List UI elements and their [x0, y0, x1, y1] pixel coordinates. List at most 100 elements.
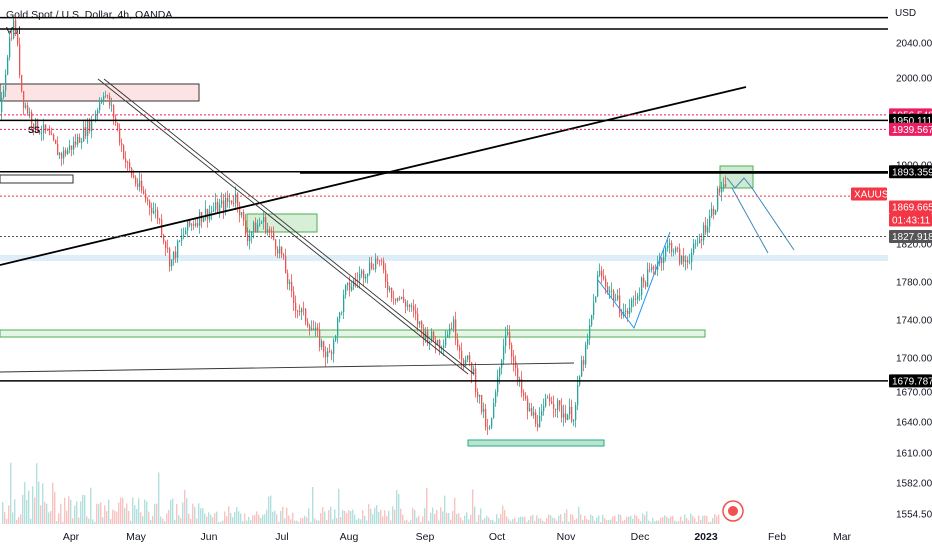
volume-bar	[556, 520, 558, 524]
volume-bar	[674, 520, 676, 524]
candle-body	[493, 402, 495, 418]
x-tick-label: Jul	[275, 531, 288, 543]
candle-body	[585, 344, 587, 365]
candle-body	[21, 74, 23, 92]
volume-bar	[228, 506, 230, 524]
volume-bar	[602, 514, 604, 524]
x-tick-label: Sep	[416, 531, 435, 543]
candle-body	[389, 287, 391, 290]
candle-body	[253, 222, 255, 232]
candle-body	[271, 231, 273, 232]
price-tag-label: XAUUSD	[854, 190, 896, 201]
volume-bar	[278, 521, 280, 524]
candle-body	[9, 37, 11, 58]
candle-body	[181, 235, 183, 241]
zone-rect	[0, 329, 706, 338]
volume-bar	[60, 503, 62, 524]
volume-bar	[202, 508, 204, 524]
candle-body	[373, 268, 375, 270]
volume-bar	[710, 521, 712, 524]
volume-bar	[158, 472, 160, 524]
volume-bar	[570, 514, 572, 524]
volume-bar	[328, 510, 330, 524]
candle-body	[663, 256, 665, 264]
candle-body	[337, 318, 339, 336]
volume-bar	[490, 520, 492, 524]
candle-body	[593, 302, 595, 316]
candle-body	[33, 123, 35, 129]
price-tag-bg	[889, 374, 932, 388]
volume-bar	[518, 517, 520, 524]
volume-bar	[586, 519, 588, 524]
volume-bar	[624, 519, 626, 524]
candle-body	[533, 412, 535, 416]
volume-bar	[90, 487, 92, 524]
time-axis[interactable]: Apr May Jun Jul Aug Sep Oct Nov Dec 2023 Feb Mar	[63, 531, 852, 543]
candle-body	[299, 310, 301, 313]
candle-body	[713, 208, 715, 215]
price-tag-bg	[851, 187, 887, 201]
candle-body	[685, 260, 687, 262]
volume-bar	[66, 510, 68, 524]
volume-bar	[46, 503, 48, 524]
candle-body	[349, 282, 351, 291]
volume-bar	[516, 521, 518, 524]
volume-bar	[596, 517, 598, 524]
volume-bar	[470, 514, 472, 524]
channel-line	[97, 78, 469, 375]
candle-body	[575, 405, 577, 421]
volume-bar	[600, 521, 602, 524]
candle-body	[73, 141, 75, 150]
volume-bar	[282, 506, 284, 524]
volume-bar	[306, 517, 308, 524]
volume-bar	[332, 519, 334, 524]
volume-bar	[266, 509, 268, 524]
candle-body	[369, 262, 371, 274]
candle-body	[295, 302, 297, 311]
candle-body	[287, 273, 289, 284]
volume-bar	[628, 516, 630, 524]
volume-bar	[418, 515, 420, 524]
volume-bar	[312, 487, 314, 524]
volume-bar	[70, 499, 72, 524]
projection-path	[597, 231, 671, 330]
price-axis[interactable]: 2040.0002000.0001940.0001900.0001860.000…	[896, 39, 932, 521]
volume-bar	[558, 515, 560, 524]
candle-body	[513, 356, 515, 362]
x-tick-label: Oct	[489, 531, 505, 543]
volume-bar	[242, 521, 244, 524]
volume-bar	[632, 518, 634, 524]
candle-body	[543, 406, 545, 412]
volume-bar	[182, 502, 184, 524]
candle-body	[591, 315, 593, 326]
price-tag-bg	[889, 122, 932, 136]
volume-bar	[326, 519, 328, 524]
volume-bar	[292, 512, 294, 524]
candle-body	[429, 340, 431, 344]
candle-body	[167, 248, 169, 249]
candle-body	[397, 297, 399, 301]
volume-bar	[520, 516, 522, 524]
candle-body	[677, 247, 679, 249]
volume-bar	[236, 507, 238, 524]
candle-body	[75, 141, 77, 145]
candle-body	[565, 413, 567, 421]
candle-body	[571, 406, 573, 422]
volume-bar	[512, 519, 514, 524]
volume-bar	[500, 513, 502, 524]
volume-bar	[620, 515, 622, 524]
volume-bar	[566, 509, 568, 524]
volume-bar	[680, 516, 682, 524]
y-tick-label: 1740.000	[896, 316, 932, 327]
volume-bar	[504, 509, 506, 524]
candle-body	[599, 270, 601, 276]
zone-rect	[719, 165, 754, 189]
price-tags: 1956.5491950.1111939.5671893.359XAUUSD18…	[851, 108, 932, 388]
candle-body	[667, 245, 669, 248]
volume-bar	[304, 515, 306, 524]
volume-bar	[456, 514, 458, 524]
volume-bar	[258, 514, 260, 524]
price-tag-label: 1869.665	[892, 203, 932, 214]
volume-bar	[22, 494, 24, 524]
